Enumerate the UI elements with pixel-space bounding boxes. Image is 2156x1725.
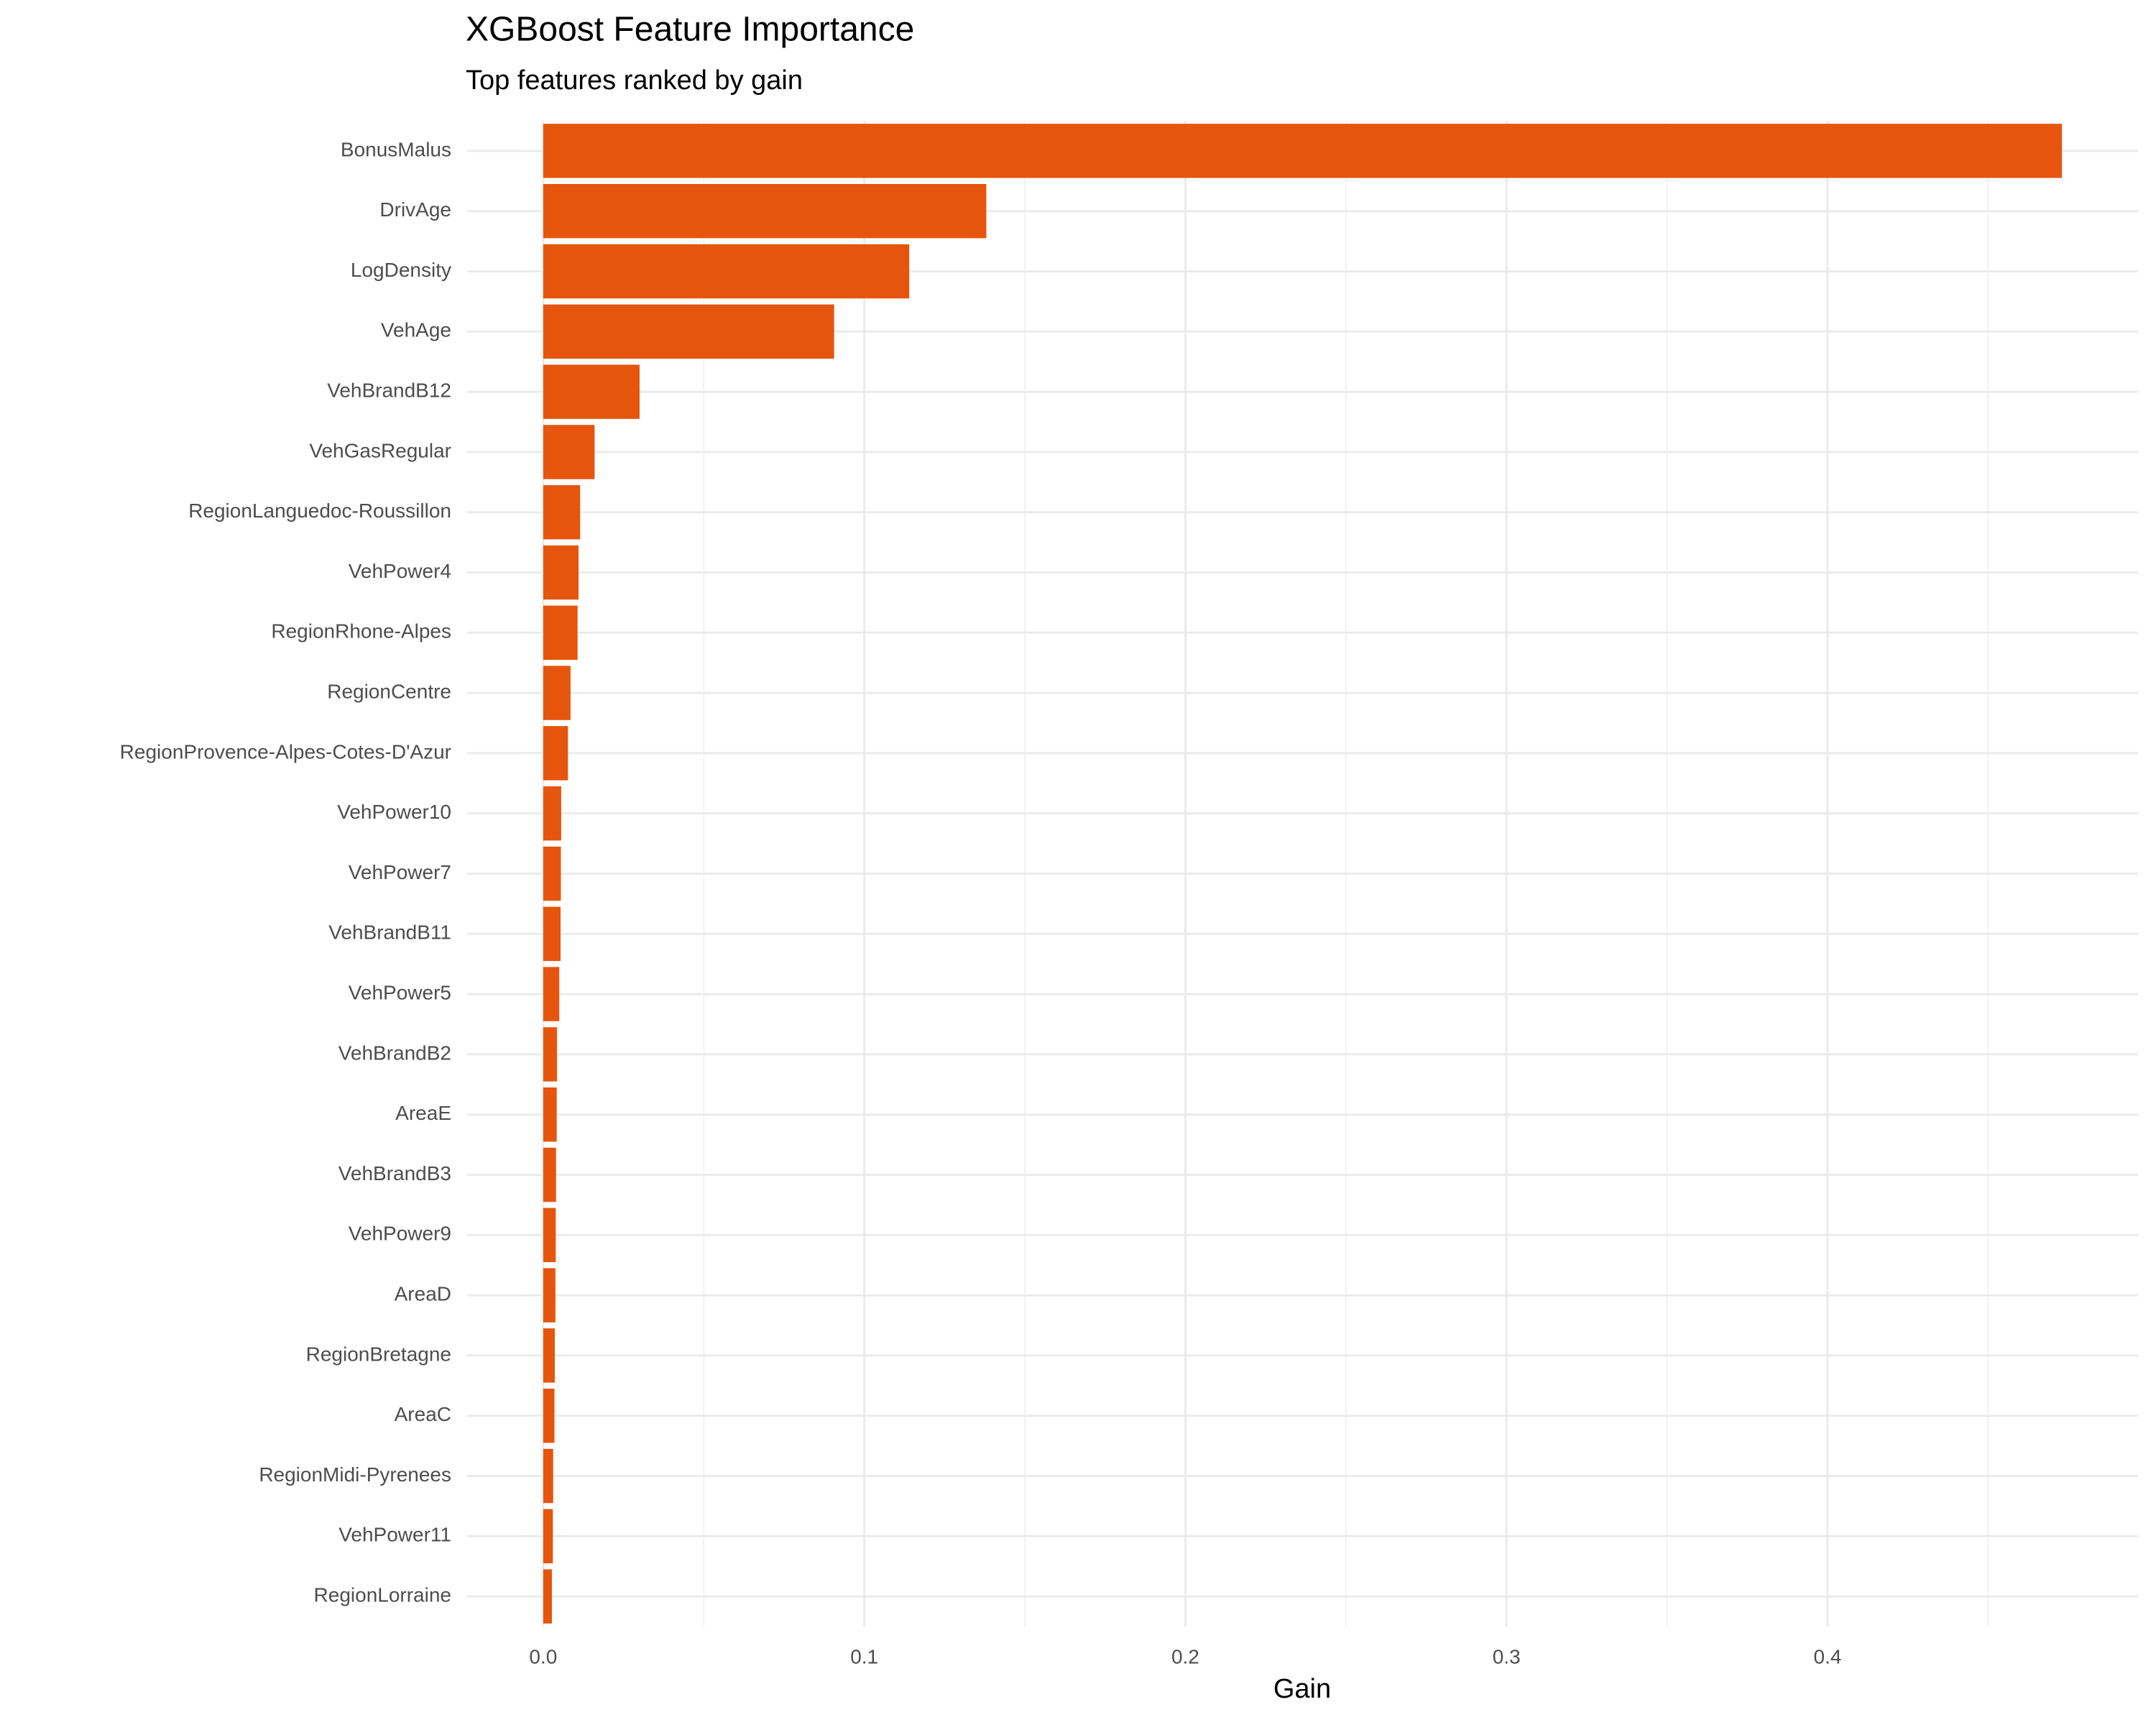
y-tick-label: AreaE [395,1102,451,1124]
bar [543,1569,552,1624]
y-tick-label: VehPower5 [349,981,451,1003]
chart-title: XGBoost Feature Importance [466,11,914,49]
x-tick-label: 0.4 [1814,1645,1842,1668]
bar [543,726,568,781]
y-tick-label: VehAge [381,319,451,341]
y-tick-label: RegionRhone-Alpes [271,620,451,643]
y-tick-label: RegionMidi-Pyrenees [259,1463,451,1486]
y-tick-label: AreaC [395,1403,451,1425]
bar [543,786,561,841]
bar [543,666,571,720]
y-tick-label: VehGasRegular [309,439,451,461]
y-tick-label: VehBrandB12 [327,379,451,401]
bar [543,1087,557,1142]
bar [543,1027,558,1082]
y-tick-label: VehPower10 [337,801,451,823]
bar [543,484,581,540]
bar [543,545,579,600]
bar [543,605,578,661]
x-axis-title: Gain [1273,1674,1331,1704]
bar [543,967,560,1021]
bar [543,124,2063,178]
y-tick-label: DrivAge [379,198,451,221]
x-tick-label: 0.2 [1171,1645,1199,1668]
y-tick-label: VehPower4 [349,560,451,582]
y-tick-label: VehBrandB3 [338,1162,451,1184]
y-tick-label: RegionLorraine [314,1583,451,1606]
y-tick-label: VehPower11 [338,1524,451,1546]
y-tick-label: VehBrandB11 [328,921,451,944]
bar [543,1268,556,1322]
y-tick-label: AreaD [395,1282,451,1305]
y-tick-label: BonusMalus [341,138,451,160]
y-tick-label: RegionLanguedoc-Roussillon [188,500,451,522]
bar [543,1208,556,1263]
bar [543,1147,556,1202]
x-tick-label: 0.3 [1493,1645,1521,1668]
y-tick-label: RegionBretagne [306,1343,451,1365]
bar [543,1388,555,1443]
bar [543,304,834,359]
x-tick-label: 0.0 [529,1645,557,1668]
chart-subtitle: Top features ranked by gain [466,65,803,96]
y-tick-label: VehBrandB2 [338,1041,451,1064]
bar [543,364,640,419]
bar [543,425,595,479]
bar [543,244,910,299]
y-tick-label: LogDensity [351,259,451,281]
bar [543,846,561,901]
bar [543,906,561,962]
y-tick-label: RegionCentre [327,680,451,702]
y-tick-label: VehPower7 [349,861,451,883]
bar [543,1328,555,1383]
x-tick-label: 0.1 [850,1645,878,1668]
bar [543,183,987,239]
bar [543,1509,553,1564]
y-tick-label: VehPower9 [349,1223,451,1245]
y-tick-label: RegionProvence-Alpes-Cotes-D'Azur [120,740,451,763]
bar [543,1448,553,1504]
